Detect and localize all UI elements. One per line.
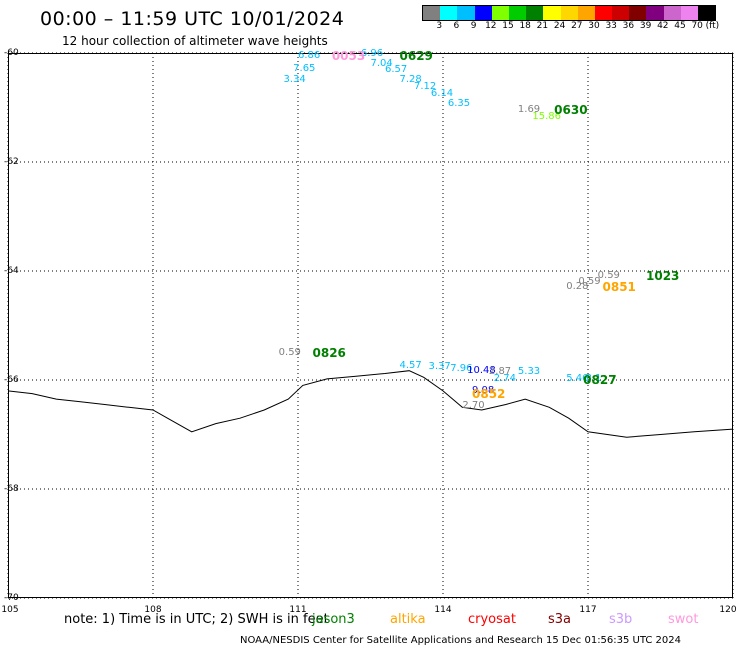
wave-height-value: 0.28 <box>566 281 589 293</box>
satellite-legend-item: jason3 <box>312 612 355 627</box>
wave-height-value: 1.69 <box>517 104 541 116</box>
legend-swatch <box>440 6 458 20</box>
wave-height-value: 7.28 <box>399 74 422 86</box>
legend-label: 18 <box>519 21 531 31</box>
legend-label: 33 <box>605 21 617 31</box>
subtitle: 12 hour collection of altimeter wave hei… <box>62 34 328 48</box>
pass-time-label: 0827 <box>583 373 617 387</box>
satellite-legend-item: s3a <box>548 612 572 627</box>
satellite-legend-item: cryosat <box>468 612 516 627</box>
legend-label: 70 <box>691 21 703 31</box>
legend-swatch <box>698 6 716 20</box>
wave-height-value: 7.12 <box>414 80 437 92</box>
legend-label: 24 <box>553 21 566 31</box>
lon-tick-label: 117 <box>579 605 597 615</box>
wave-height-value: 4.57 <box>399 360 422 372</box>
footer-note: note: 1) Time is in UTC; 2) SWH is in fe… <box>64 612 329 627</box>
legend-swatch <box>577 6 595 20</box>
legend-label: 3 <box>436 21 443 31</box>
page-title: 00:00 – 11:59 UTC 10/01/2024 <box>40 8 345 30</box>
wave-height-value: 3.37 <box>428 361 451 373</box>
wave-height-value: 7.04 <box>370 57 393 69</box>
color-legend-bar <box>422 5 717 21</box>
legend-swatch <box>543 6 561 20</box>
pass-time-label: 0629 <box>399 48 433 63</box>
legend-swatch <box>560 6 578 20</box>
credit-line: NOAA/NESDIS Center for Satellite Applica… <box>240 635 682 646</box>
wave-height-value: 2.87 <box>488 365 512 377</box>
wave-height-value: 3.34 <box>283 74 306 86</box>
satellite-legend-item: s3b <box>609 612 633 627</box>
pass-time-label: 0851 <box>602 280 636 295</box>
legend-swatch <box>680 6 698 20</box>
wave-height-value: 9.08 <box>472 384 495 396</box>
wave-height-value: 3.1 <box>585 372 602 384</box>
legend-label: 21 <box>536 21 549 31</box>
lat-tick-label: -60 <box>4 48 19 58</box>
legend-label: 27 <box>571 21 583 31</box>
wave-height-value: 2.70 <box>462 399 485 411</box>
lon-tick-label: 120 <box>719 605 737 615</box>
lon-tick-label: 108 <box>144 605 162 615</box>
wave-height-value: 6.57 <box>385 64 408 76</box>
wave-height-value: 7.65 <box>293 63 316 75</box>
wave-height-value: 6.14 <box>430 87 454 99</box>
satellite-legend-item: altika <box>390 612 426 627</box>
wave-height-value: 6.35 <box>447 97 471 109</box>
wave-height-value: 0.59 <box>278 346 301 358</box>
wave-height-value: 6.86 <box>298 49 321 61</box>
wave-height-value: 7.96 <box>450 363 473 375</box>
legend-swatch <box>457 6 475 20</box>
legend-swatch <box>508 6 527 20</box>
lon-tick-label: 114 <box>434 605 452 615</box>
lat-tick-label: -62 <box>4 157 19 167</box>
lon-tick-label: 111 <box>289 605 307 615</box>
legend-label: 12 <box>485 21 497 31</box>
wave-height-value: 0.59 <box>597 270 620 282</box>
legend-label: 39 <box>639 21 652 31</box>
lat-tick-label: -64 <box>4 266 19 276</box>
legend-label: (ft) <box>705 21 720 31</box>
lat-tick-label: -70 <box>4 593 19 603</box>
wave-height-value: 15.86 <box>532 111 562 123</box>
legend-label: 42 <box>657 21 669 31</box>
wave-height-value: 5.46 <box>566 372 589 384</box>
legend-swatch <box>612 6 630 20</box>
wave-height-value: 10.48 <box>467 364 496 376</box>
lon-tick-label: 105 <box>1 605 19 615</box>
wave-height-value: 2.74 <box>493 372 517 384</box>
pass-time-label: 0852 <box>472 386 506 401</box>
legend-swatch <box>663 6 681 20</box>
legend-swatch <box>423 6 441 20</box>
legend-label: 36 <box>622 21 635 31</box>
wave-height-value: 0.59 <box>578 275 601 287</box>
legend-label: 15 <box>502 21 514 31</box>
legend-swatch <box>526 6 544 20</box>
legend-label: 45 <box>674 21 686 31</box>
satellite-legend-item: swot <box>668 612 699 627</box>
legend-swatch <box>594 6 613 20</box>
legend-swatch <box>646 6 664 20</box>
legend-label: 9 <box>470 21 477 31</box>
lat-tick-label: -66 <box>4 375 19 385</box>
pass-time-label: 1023 <box>646 269 680 284</box>
pass-time-label: 0053 <box>331 48 366 63</box>
coastline <box>7 370 734 438</box>
lat-tick-label: -68 <box>4 484 19 494</box>
legend-swatch <box>491 6 509 20</box>
wave-height-value: 6.96 <box>360 48 384 60</box>
pass-time-label: 0630 <box>554 103 588 118</box>
legend-label: 6 <box>453 21 460 31</box>
wave-height-value: 5.33 <box>517 365 541 377</box>
legend-swatch <box>474 6 492 20</box>
pass-time-label: 0826 <box>312 345 346 360</box>
legend-swatch <box>629 6 647 20</box>
legend-label: 30 <box>588 21 600 31</box>
